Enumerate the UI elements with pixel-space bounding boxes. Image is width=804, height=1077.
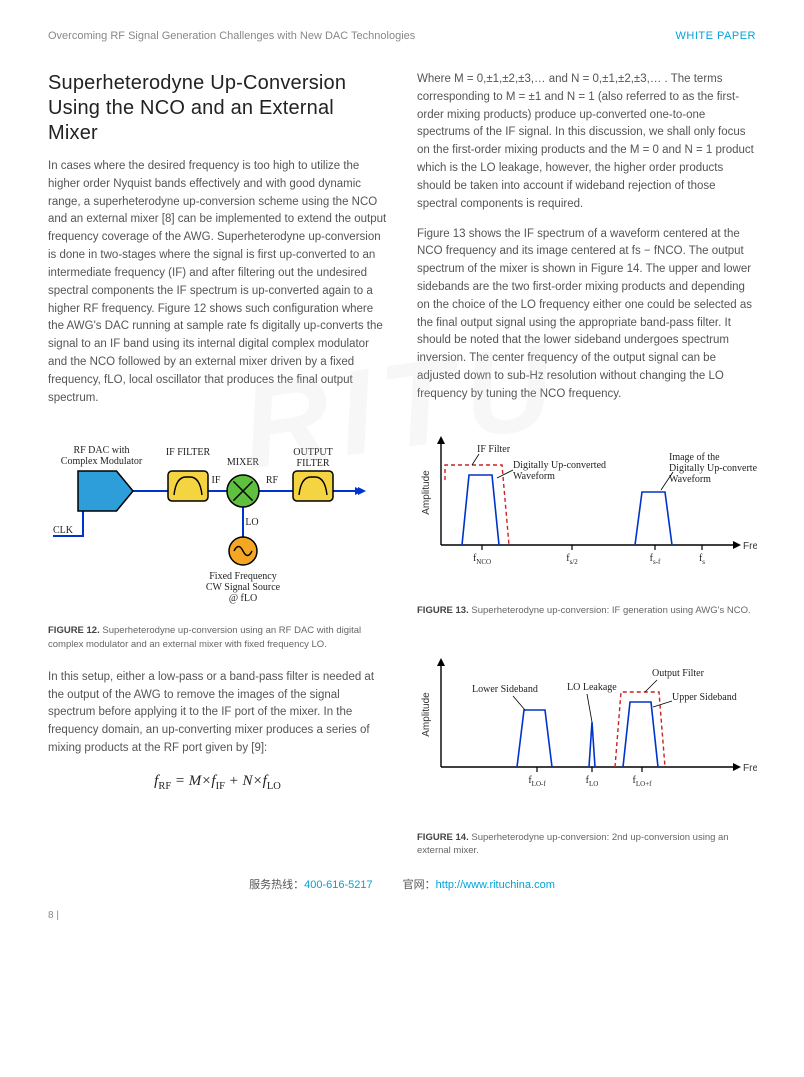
page-footer: 服务热线：400-616-5217 官网：http://www.rituchin… <box>48 877 756 894</box>
figure-12-caption: FIGURE 12. Superheterodyne up-conversion… <box>48 624 387 651</box>
paragraph-2: In this setup, either a low-pass or a ba… <box>48 669 387 758</box>
figure-12: IF RF LO CLK RF DAC withComplex Modulator IF … <box>48 421 387 618</box>
svg-text:CW Signal Source: CW Signal Source <box>206 582 281 593</box>
svg-text:Complex Modulator: Complex Modulator <box>61 456 143 467</box>
svg-text:Digitally Up-converted: Digitally Up-converted <box>669 463 757 474</box>
svg-text:FILTER: FILTER <box>297 458 330 469</box>
svg-text:fLO+f: fLO+f <box>633 775 653 788</box>
footer-hotline-label: 服务热线： <box>249 879 304 891</box>
svg-text:fNCO: fNCO <box>473 553 491 566</box>
figure-13: Frequency Amplitude fNCO fs/2 fs-f fs IF Filte… <box>417 430 756 587</box>
svg-text:MIXER: MIXER <box>227 457 260 468</box>
right-column: Where M = 0,±1,±2,±3,… and N = 0,±1,±2,±… <box>417 71 756 857</box>
svg-text:Waveform: Waveform <box>513 471 555 482</box>
footer-hotline-value: 400-616-5217 <box>304 879 373 891</box>
svg-text:Amplitude: Amplitude <box>421 470 432 515</box>
page-header: Overcoming RF Signal Generation Challeng… <box>48 28 756 45</box>
svg-text:Output Filter: Output Filter <box>652 668 705 679</box>
svg-text:fLO-f: fLO-f <box>528 775 546 788</box>
paragraph-3: Where M = 0,±1,±2,±3,… and N = 0,±1,±2,±… <box>417 71 756 214</box>
svg-text:Fixed Frequency: Fixed Frequency <box>209 571 277 582</box>
equation: fRF = M×fIF + N×fLO <box>48 770 387 795</box>
left-column: Superheterodyne Up-Conversion Using the … <box>48 71 387 857</box>
svg-text:Waveform: Waveform <box>669 474 711 485</box>
header-title: Overcoming RF Signal Generation Challeng… <box>48 28 415 45</box>
section-title: Superheterodyne Up-Conversion Using the … <box>48 71 387 146</box>
svg-text:fLO: fLO <box>586 775 599 788</box>
figure-14: Frequency Amplitude fLO-f fLO fLO+f Output Fi… <box>417 652 756 809</box>
svg-text:IF FILTER: IF FILTER <box>166 447 211 458</box>
svg-text:Upper Sideband: Upper Sideband <box>672 692 737 703</box>
svg-text:IF: IF <box>212 475 221 486</box>
svg-text:Frequency: Frequency <box>743 763 757 774</box>
svg-text:IF Filter: IF Filter <box>477 444 511 455</box>
svg-text:@ fLO: @ fLO <box>229 593 257 604</box>
svg-text:fs-f: fs-f <box>650 553 661 566</box>
header-doc-type: WHITE PAPER <box>676 28 756 45</box>
figure-14-caption: FIGURE 14. Superheterodyne up-conversion… <box>417 831 756 858</box>
svg-text:Lower Sideband: Lower Sideband <box>472 684 538 695</box>
svg-text:LO Leakage: LO Leakage <box>567 682 617 693</box>
svg-text:fs: fs <box>699 553 705 566</box>
svg-text:Amplitude: Amplitude <box>421 692 432 737</box>
paragraph-1: In cases where the desired frequency is … <box>48 158 387 407</box>
footer-site-link[interactable]: http://www.rituchina.com <box>436 879 555 891</box>
page-number: 8 | <box>48 908 756 924</box>
svg-text:Image of the: Image of the <box>669 452 720 463</box>
figure-13-caption: FIGURE 13. Superheterodyne up-conversion… <box>417 604 756 617</box>
svg-text:LO: LO <box>245 517 258 528</box>
svg-text:Digitally Up-converted: Digitally Up-converted <box>513 460 606 471</box>
svg-text:CLK: CLK <box>53 525 74 536</box>
paragraph-4: Figure 13 shows the IF spectrum of a wav… <box>417 226 756 404</box>
svg-text:fs/2: fs/2 <box>566 553 578 566</box>
svg-text:RF DAC with: RF DAC with <box>73 445 129 456</box>
svg-text:RF: RF <box>266 475 279 486</box>
footer-site-label: 官网： <box>403 879 436 891</box>
svg-text:Frequency: Frequency <box>743 541 757 552</box>
svg-text:OUTPUT: OUTPUT <box>293 447 332 458</box>
